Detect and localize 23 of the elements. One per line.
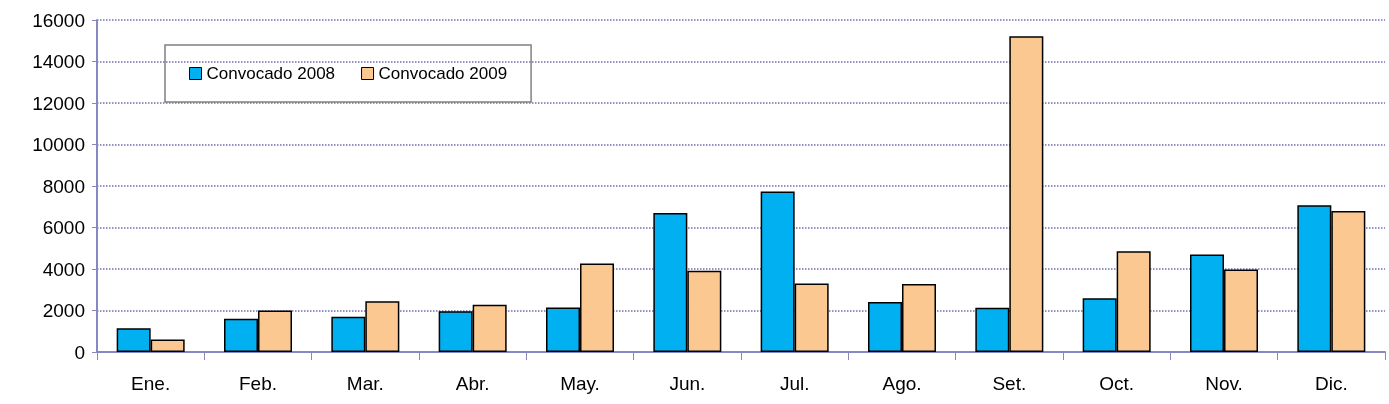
x-tick-label: May. [560,373,600,394]
y-tick-label: 2000 [42,300,85,321]
x-tick-label: Ene. [131,373,171,394]
x-tick-label: Feb. [238,373,278,394]
y-tick-label: 4000 [42,258,85,280]
y-tick-label: 10000 [32,134,85,155]
y-tick-label: 16000 [32,9,85,31]
x-tick-label: Nov. [1205,373,1243,394]
x-tick-label: Mar. [346,373,384,394]
x-tick-label: Abr. [455,373,490,394]
y-tick-label: 14000 [32,51,85,72]
x-tick-label: Ago. [882,373,922,394]
legend-label: Convocado 2008 [206,64,336,83]
x-tick-label: Jul. [779,373,810,394]
legend-label: Convocado 2009 [378,64,508,83]
x-tick-label: Jun. [669,373,706,394]
x-tick-label: Set. [992,373,1027,394]
y-tick-label: 6000 [42,217,85,238]
x-tick-label: Dic. [1314,373,1348,394]
y-tick-label: 12000 [32,92,85,114]
y-tick-label: 0 [74,341,85,363]
x-tick-label: Oct. [1099,373,1135,394]
y-tick-label: 8000 [42,175,85,197]
